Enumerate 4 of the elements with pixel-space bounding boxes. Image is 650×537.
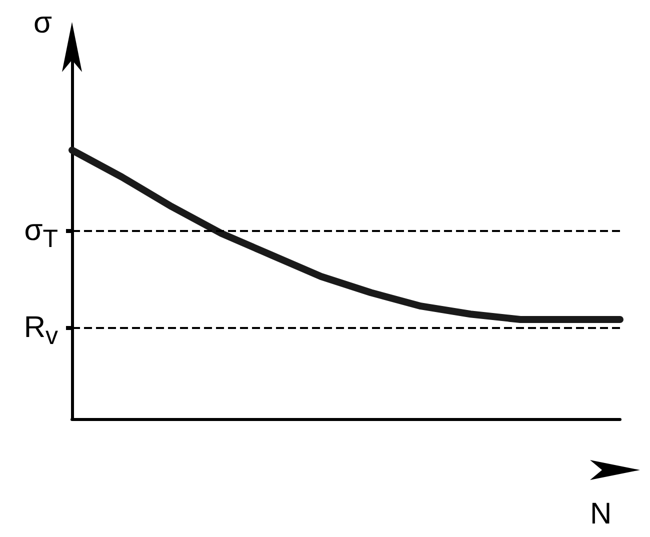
y-axis-title: σ (33, 6, 52, 40)
ref-line-label: R$_{v}$ (24, 310, 58, 352)
ref-line-label: σ$_{T}$ (24, 212, 58, 255)
x-axis-title: N (590, 498, 612, 530)
